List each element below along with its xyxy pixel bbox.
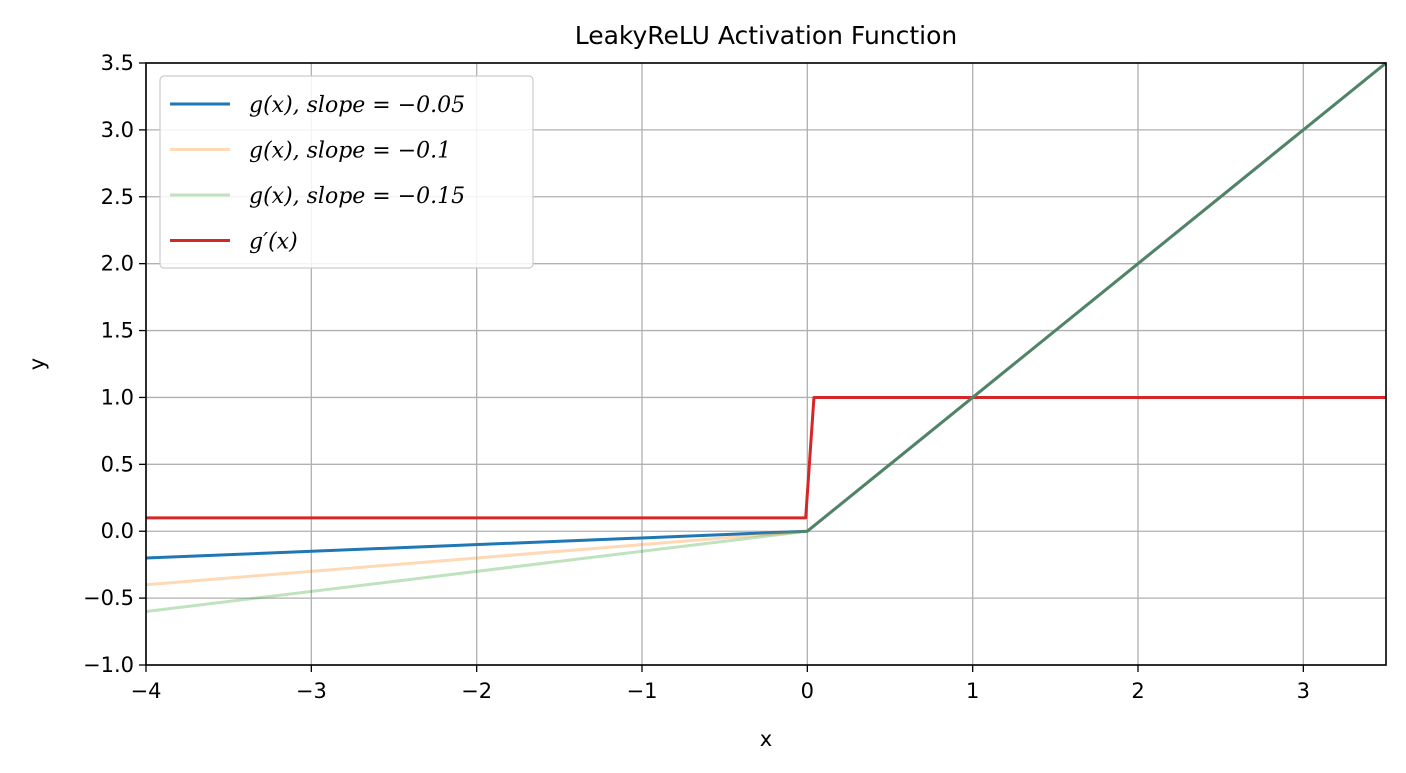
x-tick-label: −3 xyxy=(296,679,327,703)
plot-frame xyxy=(145,62,1387,666)
legend-label-0: g(x), slope = −0.05 xyxy=(249,93,465,118)
y-tick-label: 3.0 xyxy=(101,118,134,142)
y-tick-label: 1.0 xyxy=(101,385,134,409)
legend-label-3: g′(x) xyxy=(249,230,298,255)
x-tick-label: −4 xyxy=(131,679,162,703)
y-tick-label: 1.5 xyxy=(101,319,134,343)
x-tick-label: 1 xyxy=(966,679,979,703)
y-tick-label: 2.5 xyxy=(101,185,134,209)
series-line-2 xyxy=(145,61,1387,613)
legend-label-1: g(x), slope = −0.1 xyxy=(249,139,451,164)
y-tick-label: 3.5 xyxy=(101,51,134,75)
series-line-3 xyxy=(146,395,1386,520)
series-line-0 xyxy=(145,61,1387,560)
series-lines xyxy=(145,61,1387,613)
series-line-1 xyxy=(145,61,1387,587)
legend-box xyxy=(159,75,534,269)
y-tick-label: 2.0 xyxy=(101,252,134,276)
x-axis-label: x xyxy=(760,727,772,751)
x-tick-label: 2 xyxy=(1131,679,1144,703)
legend: g(x), slope = −0.05 g(x), slope = −0.1 g(x… xyxy=(159,75,534,269)
x-tick-label: −2 xyxy=(461,679,492,703)
legend-label-2: g(x), slope = −0.15 xyxy=(249,184,465,209)
y-tick-label: −0.5 xyxy=(83,586,134,610)
y-tick-label: 0.5 xyxy=(101,452,134,476)
chart-title: LeakyReLU Activation Function xyxy=(575,21,958,50)
x-tick-label: 3 xyxy=(1297,679,1310,703)
x-tick-label: 0 xyxy=(801,679,814,703)
y-axis-label: y xyxy=(25,358,49,370)
y-tick-label: 0.0 xyxy=(101,519,134,543)
axis-ticks: −4 −3 −2 −1 0 1 2 3 −1.0 −0.5 0.0 0.5 1.0 1.5 2.0 2.5 3.… xyxy=(83,51,1310,703)
x-tick-label: −1 xyxy=(627,679,658,703)
y-tick-label: −1.0 xyxy=(83,653,134,677)
